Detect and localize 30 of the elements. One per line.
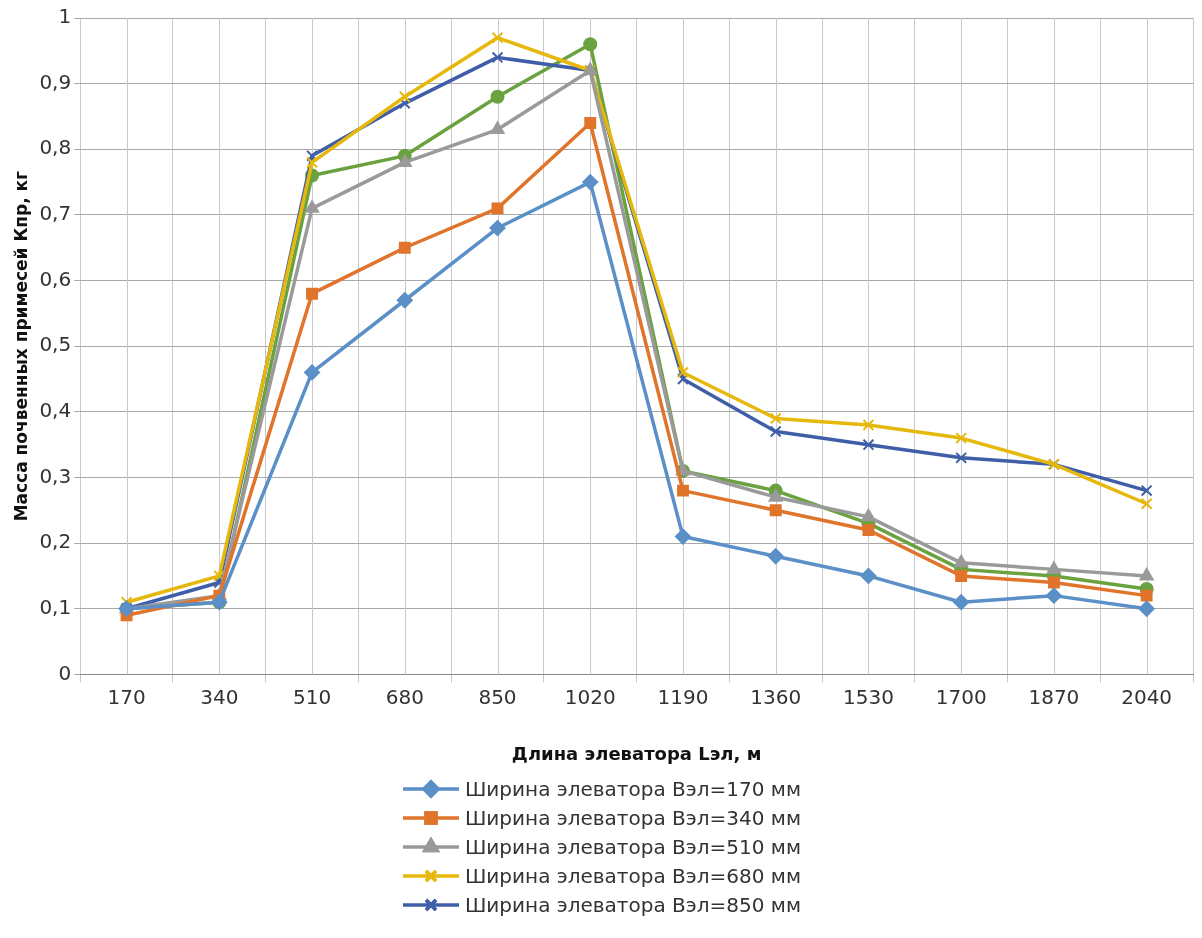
x-tick-label: 340 <box>200 684 239 709</box>
legend-label: Ширина элеватора Вэл=510 мм <box>464 834 801 859</box>
y-tick-label: 0,3 <box>39 463 72 488</box>
y-tick-label: 0,1 <box>39 594 72 619</box>
y-tick-label: 0,6 <box>39 266 72 291</box>
y-tick-label: 0,7 <box>39 201 72 226</box>
y-tick-label: 1 <box>58 4 72 29</box>
legend-label: Ширина элеватора Вэл=680 мм <box>464 863 801 888</box>
y-tick-label: 0,8 <box>39 135 72 160</box>
x-tick-label: 1360 <box>750 684 802 709</box>
x-tick-label: 1190 <box>657 684 709 709</box>
y-axis-title: Масса почвенных примесей Кпр, кг <box>10 170 31 522</box>
legend-label: Ширина элеватора Вэл=340 мм <box>464 805 801 830</box>
y-tick-label: 0,2 <box>39 529 72 554</box>
x-tick-label: 850 <box>478 684 517 709</box>
x-axis-title: Длина элеватора Lэл, м <box>511 742 762 764</box>
x-tick-label: 510 <box>292 684 332 709</box>
x-tick-label: 2040 <box>1121 684 1173 709</box>
y-tick-label: 0,5 <box>39 332 72 357</box>
y-tick-label: 0,9 <box>39 69 72 94</box>
x-tick-label: 680 <box>385 684 424 709</box>
x-tick-label: 1530 <box>842 684 894 709</box>
y-tick-label: 0 <box>58 660 72 685</box>
x-tick-label: 1870 <box>1028 684 1080 709</box>
legend-label: Ширина элеватора Вэл=850 мм <box>464 892 801 917</box>
legend-label: Ширина элеватора Вэл=170 мм <box>464 776 801 801</box>
x-tick-label: 170 <box>107 684 146 709</box>
x-tick-label: 1700 <box>935 684 987 709</box>
y-tick-label: 0,4 <box>39 398 72 423</box>
x-tick-label: 1020 <box>564 684 616 709</box>
